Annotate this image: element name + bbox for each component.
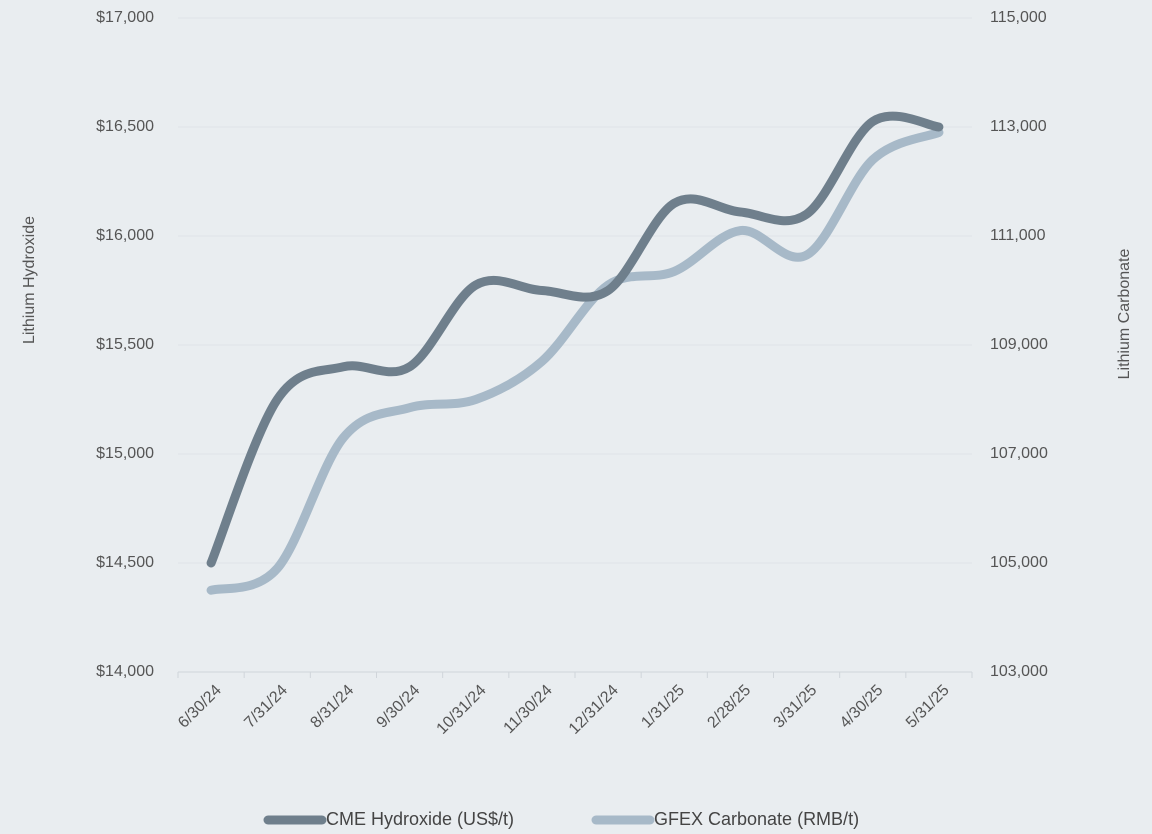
y2-tick-label: 103,000	[990, 663, 1048, 680]
y-tick-label: $17,000	[96, 9, 154, 26]
series-line	[206, 111, 944, 568]
y-tick-label: $15,500	[96, 336, 154, 353]
y-tick-label: $14,500	[96, 554, 154, 571]
y-tick-label: $14,000	[96, 663, 154, 680]
y-axis-title: Lithium Hydroxide	[21, 216, 38, 344]
series-line	[206, 127, 944, 595]
y2-tick-label: 107,000	[990, 445, 1048, 462]
y-tick-label: $15,000	[96, 445, 154, 462]
legend-label: GFEX Carbonate (RMB/t)	[654, 809, 859, 829]
y2-tick-label: 111,000	[990, 227, 1046, 244]
y-tick-label: $16,000	[96, 227, 154, 244]
legend-label: CME Hydroxide (US$/t)	[326, 809, 514, 829]
y2-tick-label: 105,000	[990, 554, 1048, 571]
y2-tick-label: 113,000	[990, 118, 1047, 135]
y2-tick-label: 115,000	[990, 9, 1047, 26]
y2-axis-title: Lithium Carbonate	[1116, 249, 1133, 380]
y2-tick-label: 109,000	[990, 336, 1048, 353]
y-tick-label: $16,500	[96, 118, 154, 135]
